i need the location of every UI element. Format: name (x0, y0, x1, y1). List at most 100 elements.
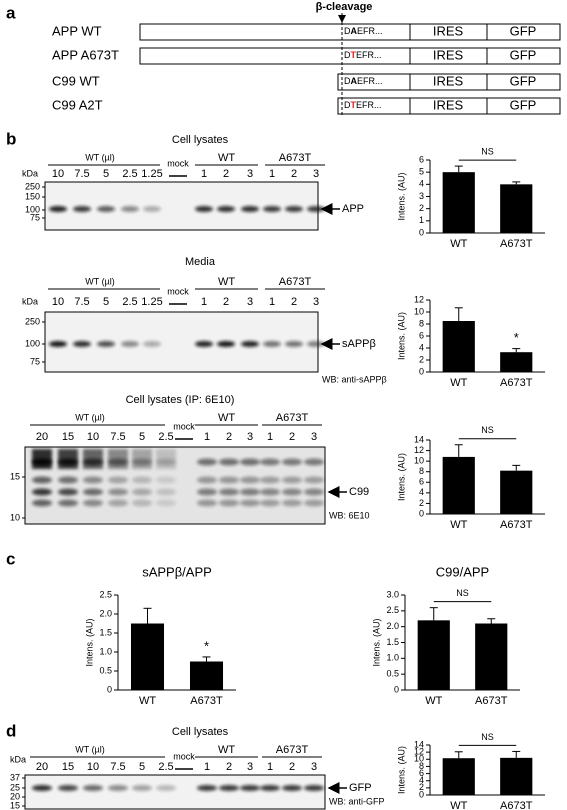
lane-label: 2 (291, 168, 297, 180)
band (121, 341, 139, 347)
wb-label: WB: anti-sAPPβ (322, 374, 387, 384)
band (282, 785, 302, 791)
construct-name: C99 A2T (52, 97, 103, 112)
band (97, 341, 115, 347)
lane-label: 3 (311, 431, 317, 443)
bar (417, 620, 450, 690)
lane-label: 10 (87, 431, 99, 443)
bar (500, 470, 533, 514)
blot-title: Cell lysates (172, 134, 229, 146)
construct-box (337, 97, 561, 115)
panel-label: c (6, 549, 15, 568)
sequence: DAEFR... (344, 76, 383, 86)
y-tick-label: 1.0 (99, 646, 112, 656)
y-tick-label: 6 (419, 330, 424, 340)
band (304, 785, 324, 791)
marker-label: 100 (25, 204, 40, 214)
band (73, 341, 91, 347)
band (219, 476, 239, 484)
y-tick-label: 4 (419, 775, 424, 785)
band (49, 341, 67, 347)
chart-title: C99/APP (436, 564, 489, 579)
lane-label: 1 (201, 296, 207, 308)
lane-label: 7.5 (74, 296, 89, 308)
band (240, 458, 260, 466)
lane-label: 15 (62, 431, 74, 443)
smear (108, 449, 128, 469)
lane-label: 3 (311, 761, 317, 773)
band (282, 499, 302, 507)
lane-label: 1 (204, 431, 210, 443)
lane-label: 5 (103, 296, 109, 308)
error-bar (454, 444, 463, 457)
marker-label: 37 (10, 772, 20, 782)
ires-label: IRES (433, 47, 464, 62)
lane-label: 15 (62, 761, 74, 773)
y-tick-label: 1.5 (386, 637, 399, 647)
bar (130, 623, 165, 690)
y-tick-label: 4 (419, 342, 424, 352)
lane-label: 1 (269, 168, 275, 180)
band (263, 341, 281, 347)
marker-label: 250 (25, 316, 40, 326)
smear (156, 449, 176, 469)
band (58, 499, 78, 507)
significance: NS (481, 732, 494, 742)
marker-label: 75 (30, 356, 40, 366)
lane-label: 2 (289, 431, 295, 443)
sequence-prefix: D (344, 100, 351, 110)
band (83, 476, 103, 484)
gfp-label: GFP (510, 23, 537, 38)
lane-label: 1 (204, 761, 210, 773)
y-tick-label: 8 (419, 466, 424, 476)
y-tick-label: 1.5 (99, 627, 112, 637)
band (219, 499, 239, 507)
y-tick-label: 1 (419, 215, 424, 225)
lane-label: 5 (103, 168, 109, 180)
kda-label: kDa (22, 168, 38, 178)
band (132, 488, 152, 496)
band (32, 476, 52, 484)
y-tick-label: 4 (419, 179, 424, 189)
y-tick-label: 0 (419, 508, 424, 518)
y-tick-label: 4 (419, 487, 424, 497)
band (132, 499, 152, 507)
sequence-residue: T (351, 100, 357, 110)
smear (32, 449, 52, 469)
group-label: WT (218, 152, 235, 164)
error-bar (454, 307, 463, 321)
band (58, 785, 78, 791)
lane-label: 10 (52, 296, 64, 308)
band-label: C99 (349, 486, 369, 498)
lane-label: 1 (201, 168, 207, 180)
error-bar (512, 750, 521, 758)
blot-image (44, 181, 319, 231)
lane-label: 5 (139, 431, 145, 443)
y-tick-label: 2 (419, 203, 424, 213)
y-tick-label: 6 (419, 154, 424, 164)
y-axis-label: Intens. (AU) (84, 618, 94, 666)
gfp-label: GFP (510, 47, 537, 62)
band (282, 458, 302, 466)
y-tick-label: 0 (394, 684, 399, 694)
x-tick-label: WT (450, 377, 467, 389)
marker-label: 15 (10, 471, 20, 481)
marker-label: 25 (10, 782, 20, 792)
error-bar (454, 165, 463, 173)
lane-label: 2 (223, 296, 229, 308)
mock-label: mock (173, 421, 195, 431)
y-tick-label: 2 (419, 354, 424, 364)
y-axis-label: Intens. (AU) (396, 172, 406, 220)
lane-label: 10 (52, 168, 64, 180)
marker-label: 150 (25, 191, 40, 201)
band (32, 499, 52, 507)
band (108, 488, 128, 496)
band (217, 341, 235, 347)
ires-label: IRES (433, 23, 464, 38)
group-label: WT (218, 744, 235, 756)
marker-label: 75 (30, 212, 40, 222)
band (260, 476, 280, 484)
error-bar (487, 618, 496, 624)
sequence-suffix: EFR... (356, 100, 382, 110)
